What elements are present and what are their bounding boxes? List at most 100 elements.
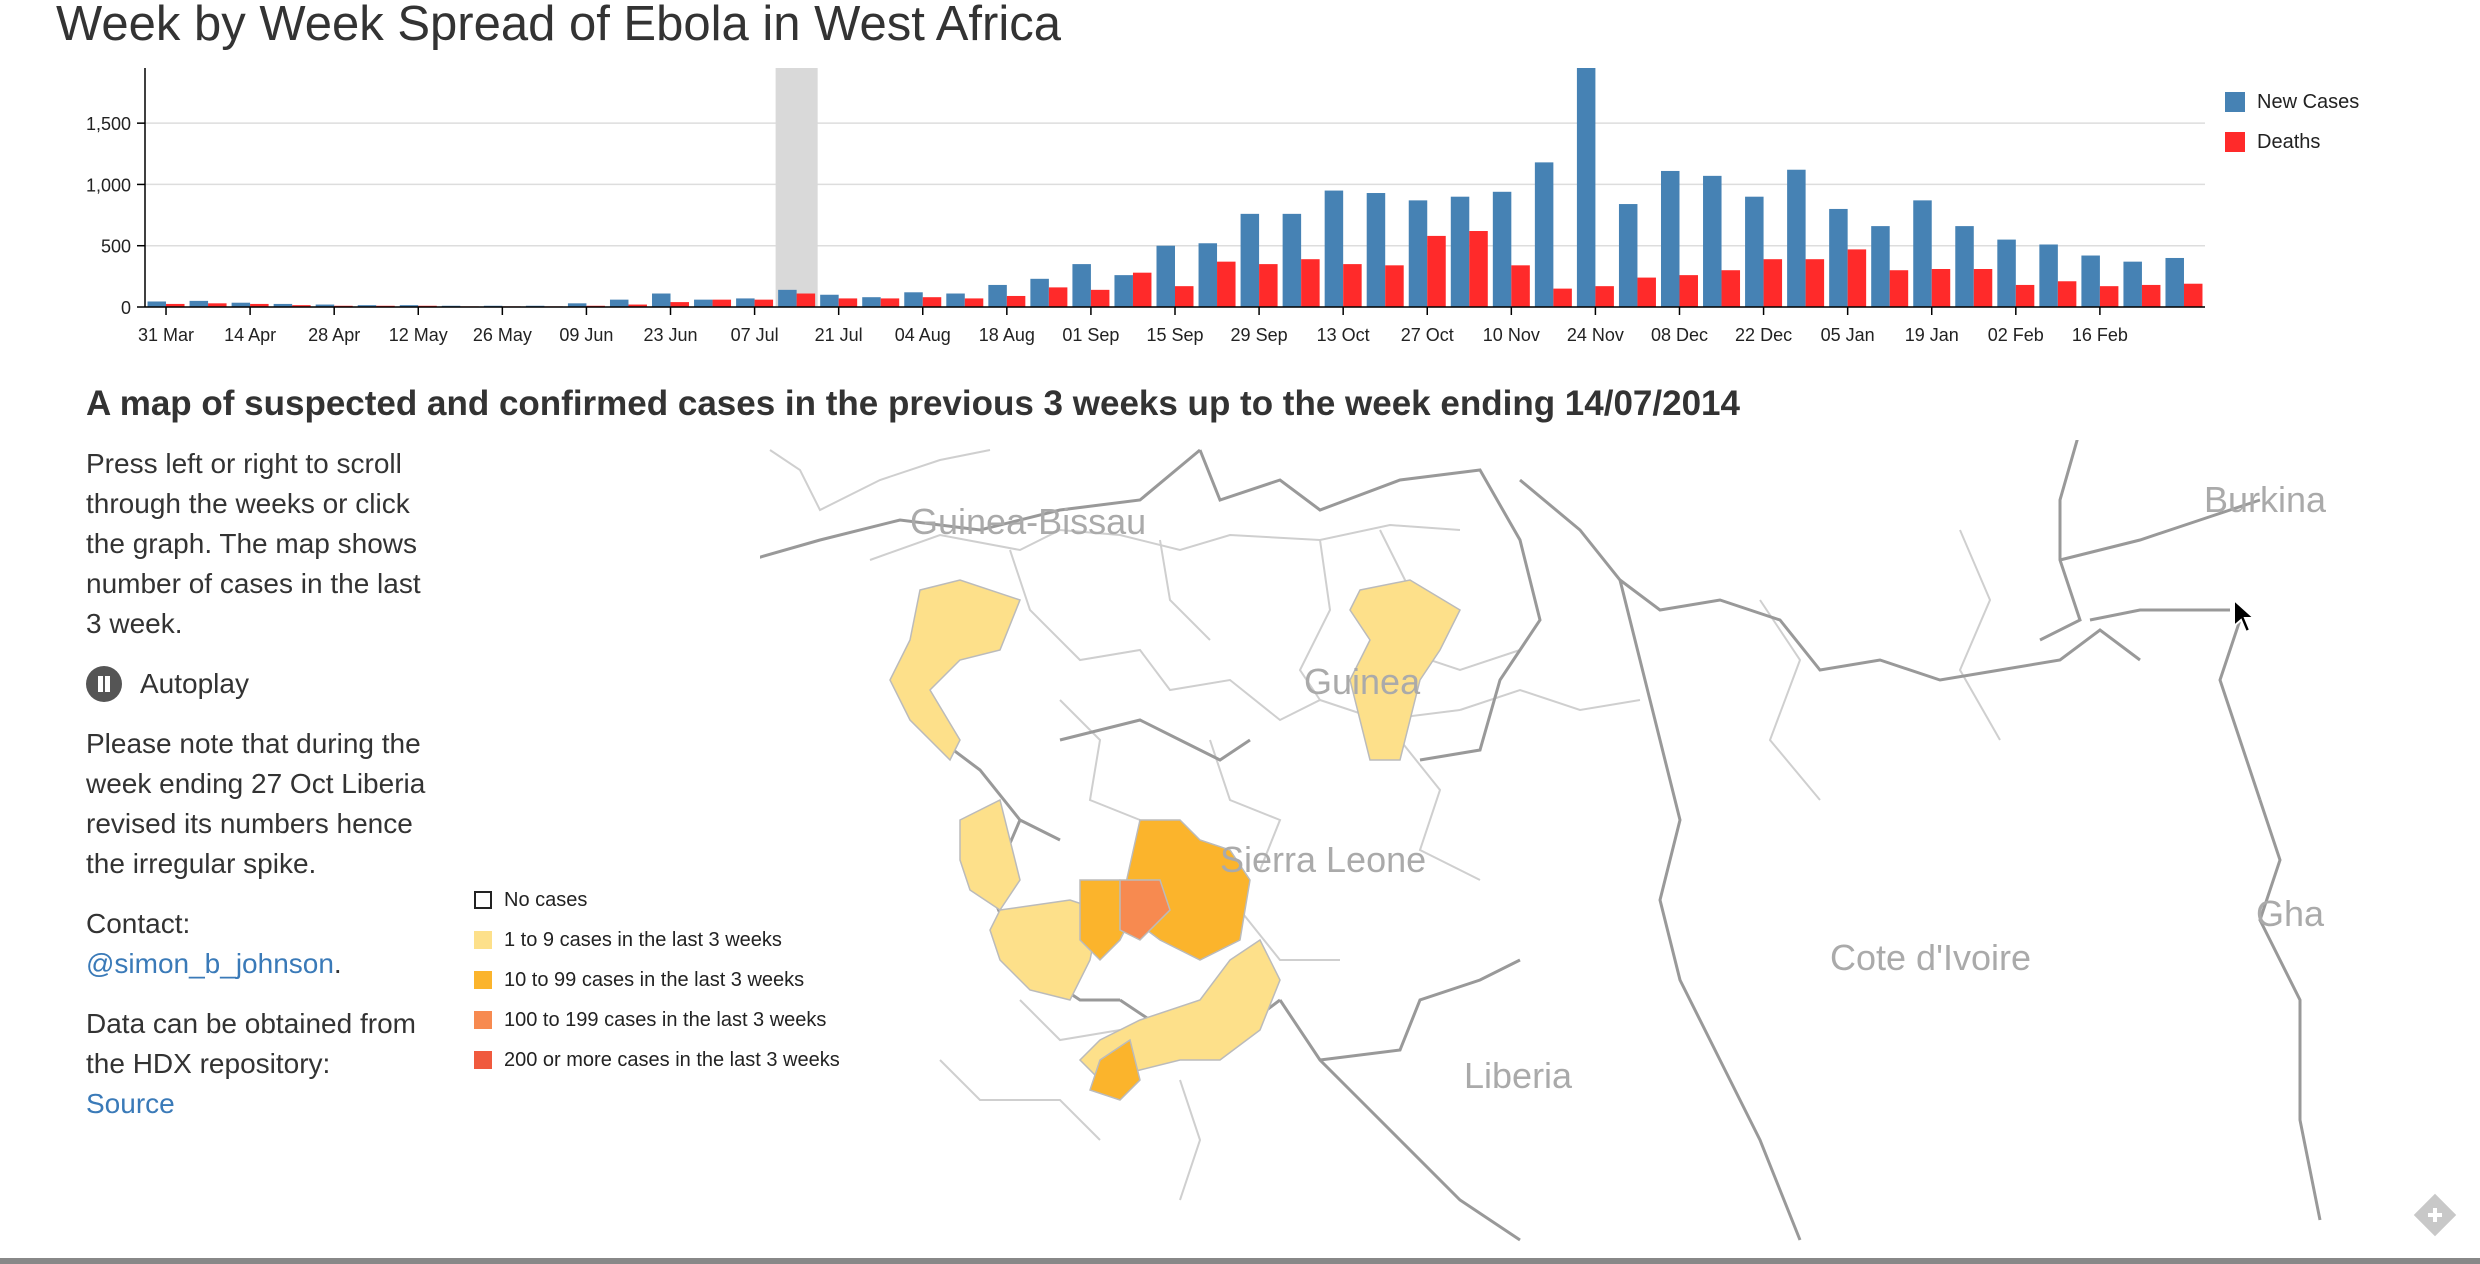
no-cases-swatch xyxy=(474,891,492,909)
deaths-bar[interactable] xyxy=(1637,277,1656,307)
deaths-bar[interactable] xyxy=(1090,289,1110,307)
new-cases-bar[interactable] xyxy=(694,299,713,307)
new-cases-bar[interactable] xyxy=(1156,245,1175,307)
deaths-bar[interactable] xyxy=(1721,270,1741,307)
contact-block: Contact: @simon_b_johnson. xyxy=(86,904,426,984)
deaths-bar[interactable] xyxy=(1763,259,1783,307)
source-link[interactable]: Source xyxy=(86,1088,175,1119)
deaths-bar[interactable] xyxy=(1469,231,1488,307)
new-cases-bar[interactable] xyxy=(1198,243,1218,307)
new-cases-bar[interactable] xyxy=(1450,196,1470,307)
new-cases-bar[interactable] xyxy=(1703,175,1722,307)
new-cases-bar[interactable] xyxy=(2039,244,2058,307)
deaths-bar[interactable] xyxy=(1132,272,1152,307)
new-cases-bar[interactable] xyxy=(2165,257,2184,307)
deaths-bar[interactable] xyxy=(628,304,647,307)
x-tick-label: 23 Jun xyxy=(643,325,697,345)
deaths-bar[interactable] xyxy=(1048,287,1068,307)
new-cases-bar[interactable] xyxy=(2123,261,2142,307)
deaths-bar[interactable] xyxy=(166,303,185,307)
new-cases-bar[interactable] xyxy=(1745,196,1764,307)
data-text: Data can be obtained from the HDX reposi… xyxy=(86,1008,416,1079)
new-cases-bar[interactable] xyxy=(1240,213,1260,307)
new-cases-bar[interactable] xyxy=(1492,191,1512,307)
new-cases-bar[interactable] xyxy=(1114,275,1133,307)
deaths-bar[interactable] xyxy=(964,298,984,307)
deaths-bar[interactable] xyxy=(250,303,269,307)
autoplay-toggle[interactable]: Autoplay xyxy=(86,664,426,704)
new-cases-bar[interactable] xyxy=(231,302,251,307)
deaths-bar[interactable] xyxy=(796,293,816,307)
new-cases-bar[interactable] xyxy=(273,303,293,307)
new-cases-bar[interactable] xyxy=(1576,68,1596,307)
new-cases-bar[interactable] xyxy=(778,289,797,307)
new-cases-bar[interactable] xyxy=(1282,213,1302,307)
new-cases-bar[interactable] xyxy=(1871,226,1890,307)
deaths-bar[interactable] xyxy=(922,297,942,307)
new-cases-bar[interactable] xyxy=(399,305,419,307)
new-cases-bar[interactable] xyxy=(1324,190,1344,307)
feedback-icon[interactable] xyxy=(2410,1190,2460,1240)
deaths-bar[interactable] xyxy=(754,299,774,307)
selected-week-highlight[interactable] xyxy=(775,68,818,307)
new-cases-bar[interactable] xyxy=(2081,255,2100,307)
new-cases-bar[interactable] xyxy=(567,303,587,307)
new-cases-bar[interactable] xyxy=(736,298,755,307)
deaths-bar[interactable] xyxy=(2141,284,2161,307)
new-cases-bar[interactable] xyxy=(820,294,839,307)
deaths-bar[interactable] xyxy=(1511,265,1530,307)
deaths-bar[interactable] xyxy=(1006,295,1026,307)
deaths-bar[interactable] xyxy=(1259,264,1278,307)
new-cases-bar[interactable] xyxy=(946,293,965,307)
deaths-bar[interactable] xyxy=(1553,288,1572,307)
new-cases-bar[interactable] xyxy=(1618,204,1638,307)
new-cases-bar[interactable] xyxy=(1408,200,1428,307)
deaths-bar[interactable] xyxy=(208,303,227,307)
deaths-bar[interactable] xyxy=(1805,259,1825,307)
weekly-bar-chart[interactable]: 0 500 1,000 1,500 31 Mar 14 Apr 28 Apr 12 May 26… xyxy=(0,0,2240,360)
contact-link[interactable]: @simon_b_johnson xyxy=(86,948,334,979)
deaths-bar[interactable] xyxy=(1889,270,1909,307)
deaths-bar[interactable] xyxy=(1217,261,1236,307)
deaths-bar[interactable] xyxy=(712,299,732,307)
deaths-bar[interactable] xyxy=(880,298,900,307)
pause-icon[interactable] xyxy=(86,666,122,702)
autoplay-label[interactable]: Autoplay xyxy=(140,668,249,699)
new-cases-bar[interactable] xyxy=(1997,239,2016,307)
new-cases-bar[interactable] xyxy=(1829,208,1848,307)
new-cases-bar[interactable] xyxy=(1787,169,1806,307)
new-cases-bar[interactable] xyxy=(1913,200,1932,307)
new-cases-bar[interactable] xyxy=(357,305,377,307)
new-cases-bar[interactable] xyxy=(1030,278,1049,307)
deaths-bar[interactable] xyxy=(1847,249,1867,307)
deaths-bar[interactable] xyxy=(2015,284,2035,307)
deaths-bar[interactable] xyxy=(2057,281,2077,307)
new-cases-bar[interactable] xyxy=(315,304,335,307)
deaths-bar[interactable] xyxy=(292,305,311,307)
new-cases-bar[interactable] xyxy=(147,301,167,307)
deaths-bar[interactable] xyxy=(2183,283,2203,307)
new-cases-bar[interactable] xyxy=(1072,264,1091,307)
new-cases-bar[interactable] xyxy=(609,299,629,307)
deaths-bar[interactable] xyxy=(1973,269,1993,307)
new-cases-bar[interactable] xyxy=(189,300,209,307)
deaths-bar[interactable] xyxy=(1301,259,1320,307)
new-cases-bar[interactable] xyxy=(988,284,1007,307)
deaths-bar[interactable] xyxy=(838,298,858,307)
deaths-bar[interactable] xyxy=(2099,286,2119,307)
new-cases-bar[interactable] xyxy=(1955,226,1974,307)
deaths-bar[interactable] xyxy=(1427,235,1446,307)
new-cases-bar[interactable] xyxy=(862,297,881,307)
deaths-bar[interactable] xyxy=(1931,269,1951,307)
deaths-bar[interactable] xyxy=(1385,265,1404,307)
new-cases-bar[interactable] xyxy=(1534,162,1554,307)
deaths-bar[interactable] xyxy=(1679,275,1698,307)
new-cases-bar[interactable] xyxy=(652,293,671,307)
new-cases-bar[interactable] xyxy=(1660,170,1680,307)
deaths-bar[interactable] xyxy=(1595,286,1614,307)
deaths-bar[interactable] xyxy=(1175,286,1194,307)
deaths-bar[interactable] xyxy=(1343,264,1362,307)
new-cases-bar[interactable] xyxy=(904,292,923,307)
deaths-bar[interactable] xyxy=(670,302,690,307)
new-cases-bar[interactable] xyxy=(1366,193,1386,307)
